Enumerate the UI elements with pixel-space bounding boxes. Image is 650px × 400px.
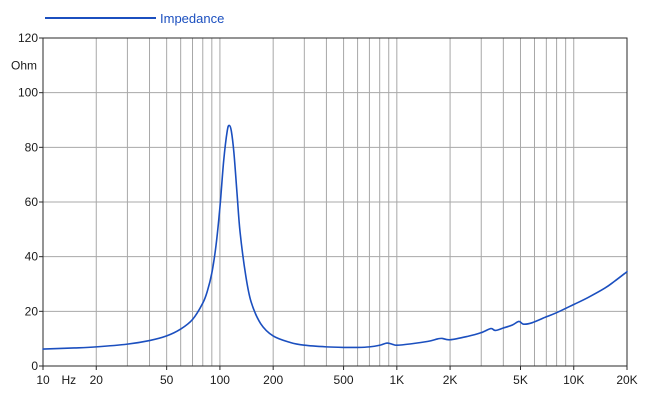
grid-lines	[43, 38, 627, 366]
x-tick-label: 2K	[443, 373, 458, 387]
x-tick-label: 20	[90, 373, 104, 387]
plot-frame	[39, 37, 628, 370]
x-tick-label: 5K	[513, 373, 528, 387]
y-axis-unit-label: Ohm	[11, 58, 37, 72]
y-tick-label: 100	[18, 86, 38, 100]
x-axis-tick-labels: 10 20 50 100 200 500 1K 2K 5K 10K 20K	[36, 373, 637, 387]
y-tick-label: 80	[25, 140, 39, 154]
x-tick-label: 10	[36, 373, 50, 387]
impedance-series-line	[42, 124, 628, 350]
x-tick-label: 500	[334, 373, 354, 387]
x-tick-label: 100	[210, 373, 230, 387]
x-tick-label: 50	[160, 373, 174, 387]
y-tick-label: 0	[31, 359, 38, 373]
x-tick-label: 200	[263, 373, 283, 387]
y-axis-tick-labels: 0 20 40 60 80 100 120	[18, 31, 38, 373]
y-tick-label: 20	[25, 304, 39, 318]
legend: Impedance	[45, 11, 224, 26]
y-tick-label: 120	[18, 31, 38, 45]
x-tick-label: 1K	[389, 373, 404, 387]
x-tick-label: 10K	[563, 373, 584, 387]
x-tick-label: 20K	[616, 373, 637, 387]
y-tick-label: 60	[25, 195, 39, 209]
y-tick-label: 40	[25, 250, 39, 264]
legend-label: Impedance	[160, 11, 224, 26]
x-axis-unit-label: Hz	[62, 373, 77, 387]
series-layer	[42, 124, 628, 350]
